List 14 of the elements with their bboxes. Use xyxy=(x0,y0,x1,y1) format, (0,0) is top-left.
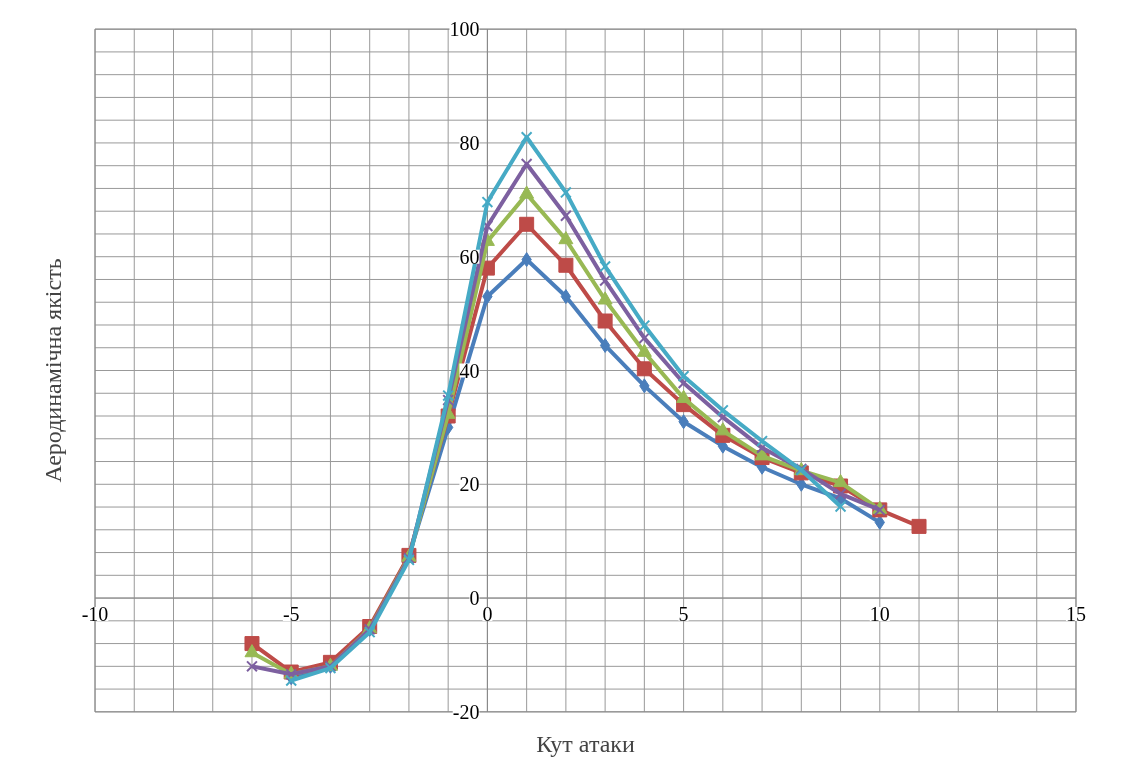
y-tick-label: 20 xyxy=(459,473,480,496)
x-tick-label: 5 xyxy=(678,603,689,626)
y-tick-label: -20 xyxy=(452,700,480,723)
y-tick-label: 80 xyxy=(459,131,480,154)
x-tick-label: 10 xyxy=(869,603,890,626)
y-tick-label: 60 xyxy=(459,245,480,268)
x-tick-label: 15 xyxy=(1065,603,1086,626)
x-axis-title: Кут атаки xyxy=(536,730,635,757)
y-tick-label: 100 xyxy=(449,18,480,41)
x-tick-label: -5 xyxy=(282,603,300,626)
y-tick-label: 40 xyxy=(459,359,480,382)
y-axis-title: Аеродинамічна якість xyxy=(39,258,66,483)
y-tick-label: 0 xyxy=(469,587,480,610)
x-tick-label: -10 xyxy=(81,603,109,626)
